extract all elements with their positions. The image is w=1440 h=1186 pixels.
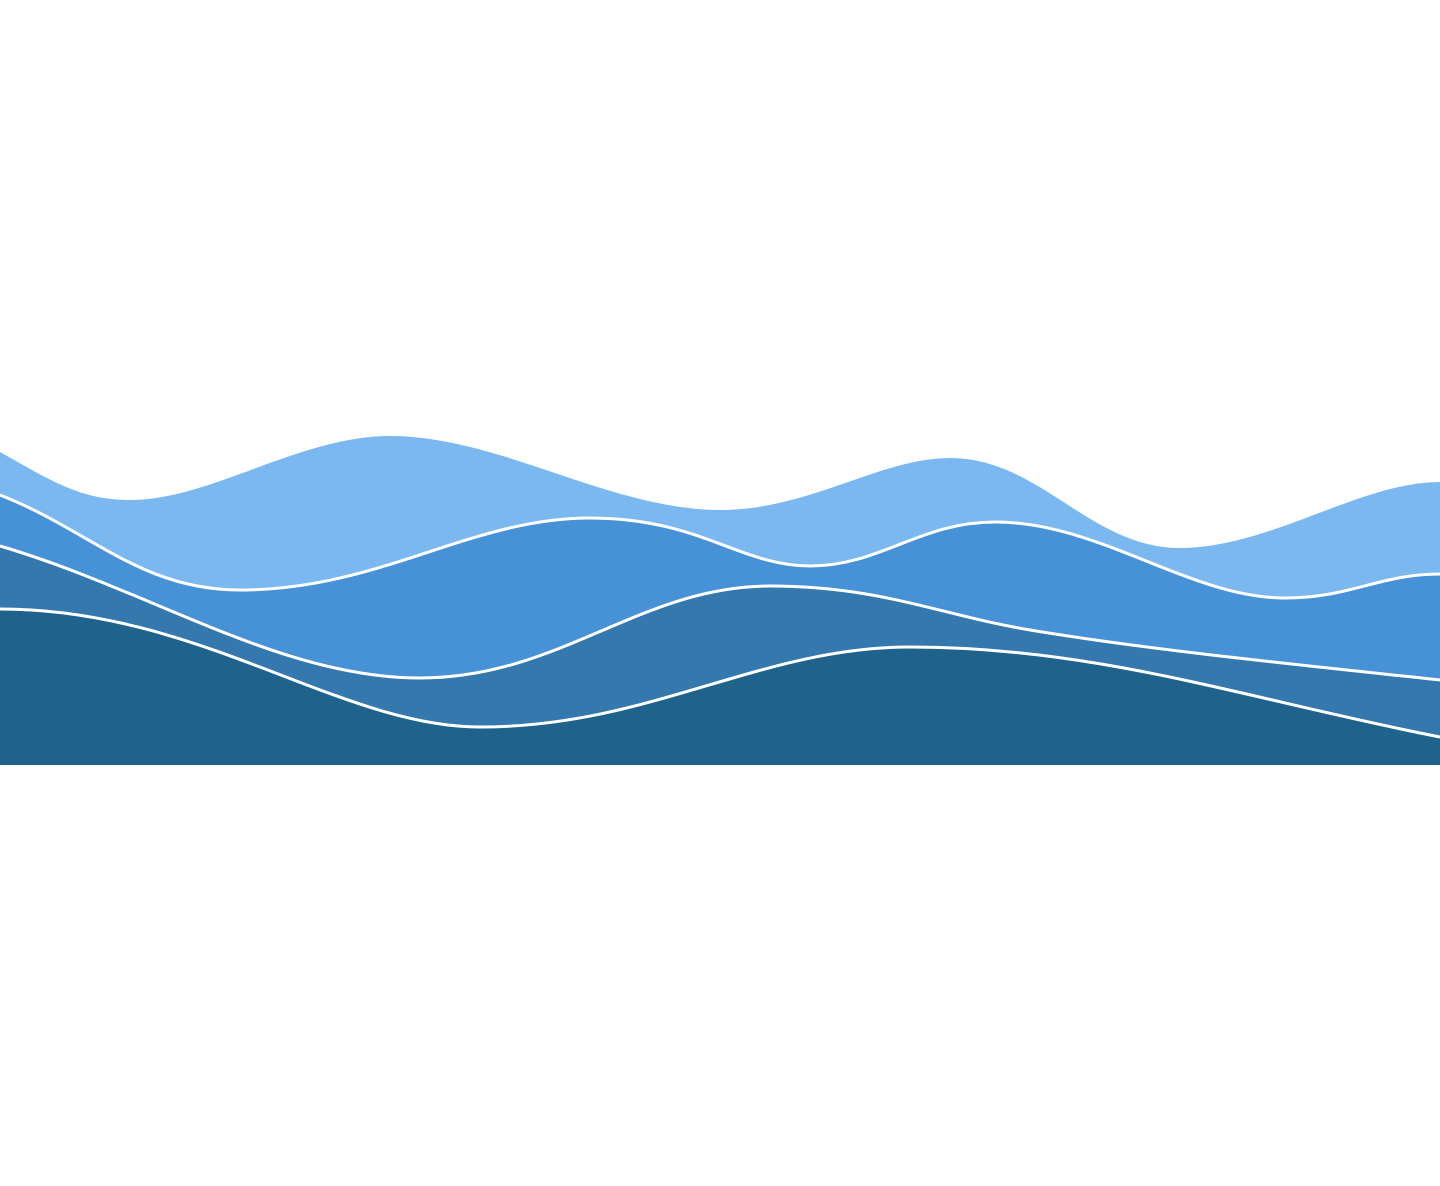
- wave-edge: [0, 607, 1440, 739]
- wave-edge: [0, 544, 1440, 682]
- wave-edge: [0, 493, 1440, 600]
- wave-layer-darkest: [0, 609, 1440, 765]
